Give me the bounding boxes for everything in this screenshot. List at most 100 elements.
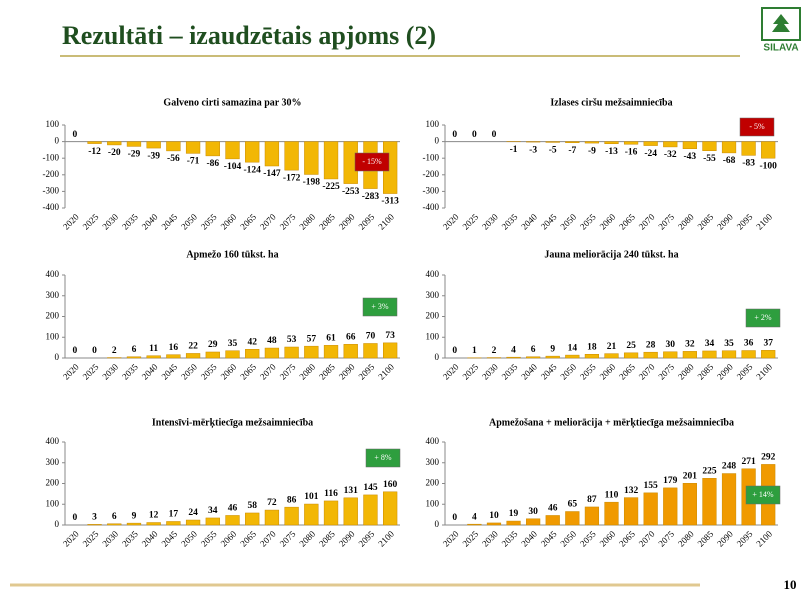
data-label: 11	[149, 344, 158, 354]
data-label: -100	[759, 161, 777, 171]
bar	[761, 350, 776, 359]
data-label: 57	[307, 334, 317, 344]
data-label: 70	[366, 332, 376, 342]
data-label: 116	[324, 489, 338, 499]
y-tick-label: 0	[435, 136, 440, 146]
y-tick-label: 100	[46, 331, 60, 341]
bar	[526, 356, 541, 359]
y-tick-label: 300	[46, 290, 60, 300]
bar	[643, 351, 658, 359]
data-label: 271	[741, 457, 756, 467]
bar	[663, 141, 678, 148]
data-label: 30	[528, 507, 538, 517]
y-tick-label: -300	[423, 185, 440, 195]
data-label: -13	[605, 147, 618, 157]
bar	[663, 351, 678, 359]
y-tick-label: 400	[426, 436, 440, 446]
data-label: 2	[492, 346, 497, 356]
y-tick-label: 0	[55, 519, 60, 529]
bar	[245, 141, 260, 163]
data-label: 0	[452, 513, 457, 523]
data-label: 145	[363, 483, 378, 493]
bar	[702, 350, 717, 359]
y-tick-label: 400	[426, 269, 440, 279]
data-label: -32	[664, 150, 677, 160]
bar	[245, 512, 260, 526]
data-label: -24	[644, 149, 657, 159]
data-label: 201	[683, 471, 698, 481]
bar	[702, 141, 717, 151]
bar	[304, 503, 319, 526]
data-label: -16	[625, 147, 638, 157]
bar	[506, 520, 521, 526]
data-label: 12	[149, 511, 159, 521]
bar	[643, 492, 658, 526]
chart-title: Jauna meliorācija 240 tūkst. ha	[544, 249, 678, 260]
y-tick-label: 100	[46, 498, 60, 508]
data-label: -225	[322, 182, 340, 192]
bar	[284, 506, 299, 526]
bar	[623, 141, 639, 145]
data-label: 48	[267, 336, 277, 346]
bar	[304, 141, 319, 175]
annotation: - 15%	[362, 157, 382, 166]
bar	[383, 491, 398, 526]
data-label: -313	[381, 197, 399, 207]
data-label: -172	[283, 173, 301, 183]
bar	[264, 509, 280, 526]
y-tick-label: 300	[426, 457, 440, 467]
data-label: 10	[489, 511, 499, 521]
bar	[166, 354, 181, 359]
bar	[284, 141, 299, 171]
data-label: 58	[247, 501, 257, 511]
data-label: -198	[303, 178, 321, 188]
bar	[741, 141, 756, 156]
annotation-badge	[362, 297, 398, 317]
y-tick-label: 400	[46, 436, 60, 446]
data-label: -12	[88, 147, 101, 157]
bar	[264, 141, 280, 167]
bar	[584, 506, 600, 526]
bar	[545, 141, 560, 143]
data-label: -43	[684, 152, 697, 162]
bar	[506, 356, 521, 359]
data-label: -7	[568, 146, 576, 156]
y-tick-label: 400	[46, 269, 60, 279]
data-label: 179	[663, 476, 678, 486]
data-label: 36	[744, 339, 754, 349]
bar	[304, 345, 319, 359]
data-label: 225	[702, 467, 717, 477]
data-label: 86	[287, 495, 297, 505]
annotation-badge	[354, 152, 390, 172]
bar	[284, 346, 299, 359]
data-label: 1	[472, 346, 477, 356]
data-label: 0	[472, 130, 477, 140]
annotation: + 14%	[752, 490, 774, 499]
bar	[604, 501, 619, 526]
data-label: -124	[243, 165, 261, 175]
data-label: 16	[169, 343, 179, 353]
y-tick-label: 0	[435, 352, 440, 362]
bar	[166, 521, 181, 526]
data-label: -283	[362, 192, 380, 202]
bar	[343, 497, 358, 526]
bar	[245, 349, 260, 359]
bar	[584, 354, 600, 359]
bar	[565, 354, 580, 359]
data-label: -29	[128, 150, 141, 160]
data-label: 30	[666, 340, 676, 350]
y-tick-label: -100	[43, 152, 60, 162]
bar	[87, 524, 102, 526]
annotation: + 3%	[371, 302, 389, 311]
data-label: 46	[548, 504, 558, 514]
data-label: 0	[72, 513, 77, 523]
y-tick-label: 300	[46, 457, 60, 467]
bar	[486, 522, 502, 526]
y-tick-label: 0	[435, 519, 440, 529]
bar	[264, 347, 280, 359]
bar	[584, 141, 600, 144]
y-tick-label: 200	[46, 311, 60, 321]
bar	[604, 141, 619, 145]
y-tick-label: 100	[426, 498, 440, 508]
